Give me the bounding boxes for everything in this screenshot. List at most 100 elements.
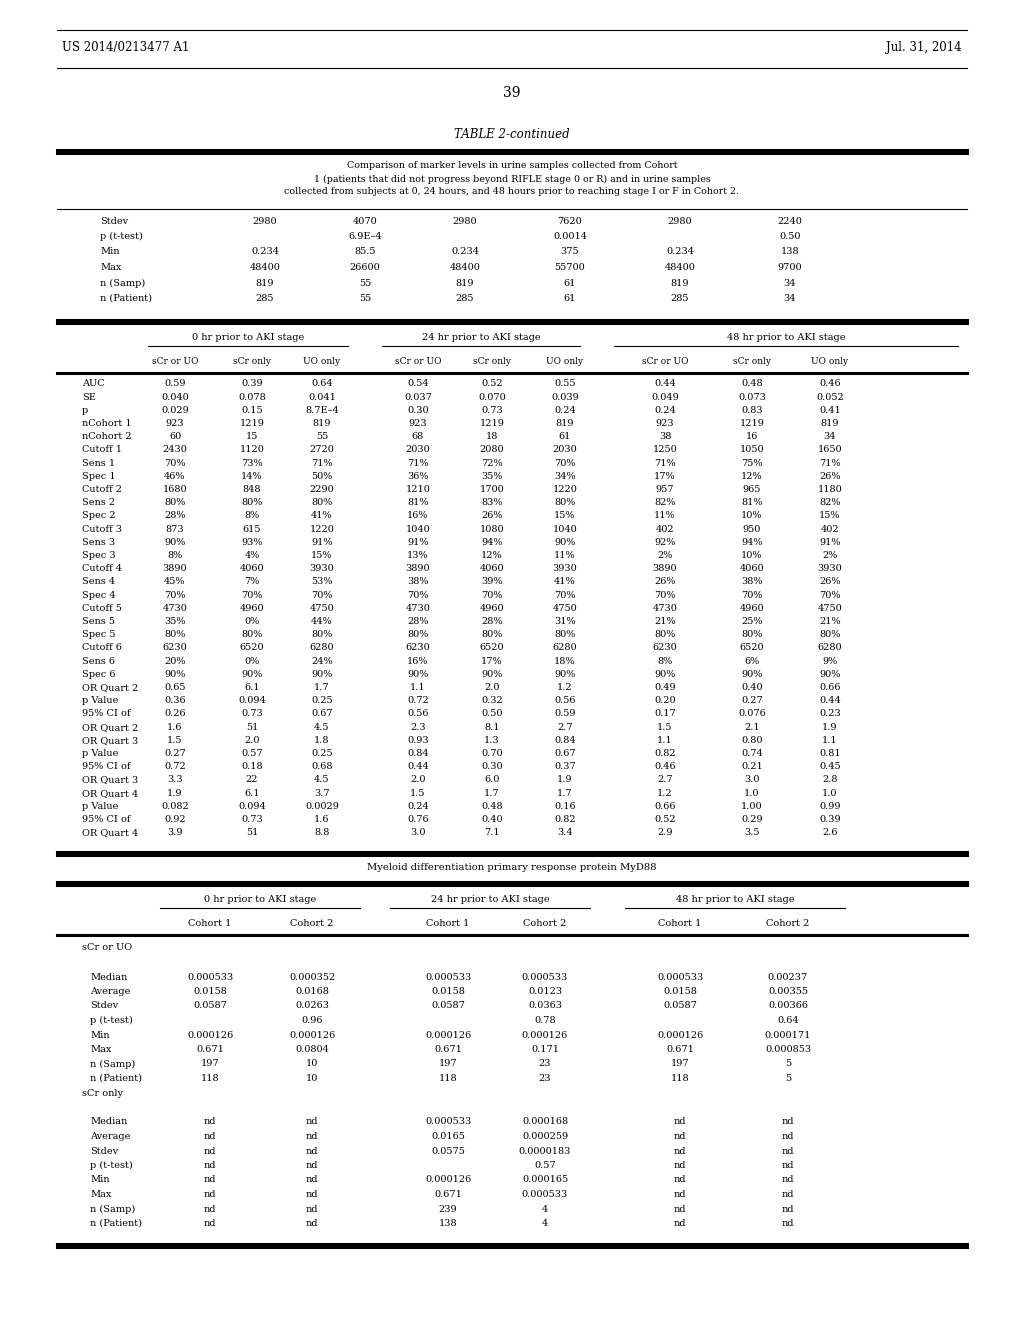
Text: 0.18: 0.18	[242, 762, 263, 771]
Text: 3890: 3890	[406, 565, 430, 573]
Text: 1.7: 1.7	[484, 789, 500, 797]
Text: nd: nd	[306, 1162, 318, 1170]
Text: Min: Min	[100, 248, 120, 256]
Text: nd: nd	[306, 1204, 318, 1213]
Text: nd: nd	[674, 1162, 686, 1170]
Text: nd: nd	[306, 1118, 318, 1126]
Text: 0.64: 0.64	[777, 1016, 799, 1026]
Text: nd: nd	[306, 1133, 318, 1140]
Text: UO only: UO only	[811, 358, 849, 367]
Text: 41%: 41%	[554, 578, 575, 586]
Text: 819: 819	[556, 420, 574, 428]
Text: 5: 5	[785, 1060, 792, 1068]
Text: 73%: 73%	[242, 459, 263, 467]
Text: 0.27: 0.27	[741, 697, 763, 705]
Text: 16: 16	[745, 433, 758, 441]
Text: Sens 6: Sens 6	[82, 657, 115, 665]
Text: 93%: 93%	[242, 539, 263, 546]
Text: 0.64: 0.64	[311, 380, 333, 388]
Text: 6520: 6520	[739, 644, 764, 652]
Text: 48400: 48400	[665, 263, 695, 272]
Text: 9700: 9700	[777, 263, 803, 272]
Text: 55: 55	[358, 294, 371, 304]
Text: 4070: 4070	[352, 216, 378, 226]
Text: nd: nd	[674, 1118, 686, 1126]
Text: 2980: 2980	[453, 216, 477, 226]
Text: 0.70: 0.70	[481, 748, 503, 758]
Text: 2.9: 2.9	[657, 829, 673, 837]
Text: 71%: 71%	[654, 459, 676, 467]
Text: 90%: 90%	[819, 671, 841, 678]
Text: 0.48: 0.48	[741, 380, 763, 388]
Text: OR Quart 2: OR Quart 2	[82, 723, 138, 731]
Text: 95% CI of: 95% CI of	[82, 710, 130, 718]
Text: 23: 23	[539, 1060, 551, 1068]
Text: 28%: 28%	[481, 618, 503, 626]
Text: 4: 4	[542, 1218, 548, 1228]
Text: 3.0: 3.0	[744, 776, 760, 784]
Text: 90%: 90%	[554, 671, 575, 678]
Text: 1.2: 1.2	[557, 682, 572, 692]
Text: n (Patient): n (Patient)	[90, 1218, 142, 1228]
Text: 0.36: 0.36	[164, 697, 185, 705]
Text: 0.41: 0.41	[819, 407, 841, 414]
Text: 95% CI of: 95% CI of	[82, 762, 130, 771]
Text: 2030: 2030	[406, 446, 430, 454]
Text: 0.0168: 0.0168	[295, 987, 329, 997]
Text: sCr only: sCr only	[233, 358, 271, 367]
Text: 15%: 15%	[311, 552, 333, 560]
Text: 0.0158: 0.0158	[664, 987, 697, 997]
Text: 0.0158: 0.0158	[431, 987, 465, 997]
Text: 0.000126: 0.000126	[289, 1031, 335, 1040]
Text: 1650: 1650	[818, 446, 843, 454]
Text: Spec 3: Spec 3	[82, 552, 116, 560]
Text: 375: 375	[561, 248, 580, 256]
Text: 1.5: 1.5	[411, 789, 426, 797]
Text: 4: 4	[542, 1204, 548, 1213]
Text: nd: nd	[781, 1118, 795, 1126]
Text: 0.83: 0.83	[741, 407, 763, 414]
Text: 0.000533: 0.000533	[522, 973, 568, 982]
Text: 26%: 26%	[819, 578, 841, 586]
Text: 48400: 48400	[450, 263, 480, 272]
Text: 34: 34	[783, 294, 797, 304]
Text: n (Patient): n (Patient)	[100, 294, 152, 304]
Text: 0.44: 0.44	[654, 380, 676, 388]
Text: 1040: 1040	[553, 525, 578, 533]
Text: 1.1: 1.1	[411, 682, 426, 692]
Text: 1.5: 1.5	[167, 737, 182, 744]
Text: 285: 285	[671, 294, 689, 304]
Text: 7%: 7%	[245, 578, 260, 586]
Text: 94%: 94%	[741, 539, 763, 546]
Text: 45%: 45%	[164, 578, 185, 586]
Text: 0.52: 0.52	[481, 380, 503, 388]
Text: 0.171: 0.171	[531, 1045, 559, 1053]
Text: 24 hr prior to AKI stage: 24 hr prior to AKI stage	[431, 895, 549, 904]
Text: OR Quart 3: OR Quart 3	[82, 737, 138, 744]
Text: 18%: 18%	[554, 657, 575, 665]
Text: 24%: 24%	[311, 657, 333, 665]
Text: 26%: 26%	[654, 578, 676, 586]
Text: 118: 118	[671, 1074, 689, 1082]
Text: 2430: 2430	[163, 446, 187, 454]
Text: 8.1: 8.1	[484, 723, 500, 731]
Text: 70%: 70%	[242, 591, 263, 599]
Text: 0.070: 0.070	[478, 393, 506, 401]
Text: 1.2: 1.2	[657, 789, 673, 797]
Text: p (t-test): p (t-test)	[90, 1016, 133, 1026]
Text: 82%: 82%	[819, 498, 841, 507]
Text: Sens 3: Sens 3	[82, 539, 115, 546]
Text: 70%: 70%	[819, 591, 841, 599]
Text: 12%: 12%	[481, 552, 503, 560]
Text: 0.671: 0.671	[196, 1045, 224, 1053]
Text: Sens 1: Sens 1	[82, 459, 115, 467]
Text: 20%: 20%	[164, 657, 185, 665]
Text: 0.92: 0.92	[164, 814, 185, 824]
Text: 61: 61	[564, 279, 577, 288]
Text: 70%: 70%	[481, 591, 503, 599]
Text: Stdev: Stdev	[90, 1002, 118, 1011]
Text: 0.000533: 0.000533	[186, 973, 233, 982]
Text: 4%: 4%	[245, 552, 260, 560]
Text: 6%: 6%	[744, 657, 760, 665]
Text: 0.234: 0.234	[666, 248, 694, 256]
